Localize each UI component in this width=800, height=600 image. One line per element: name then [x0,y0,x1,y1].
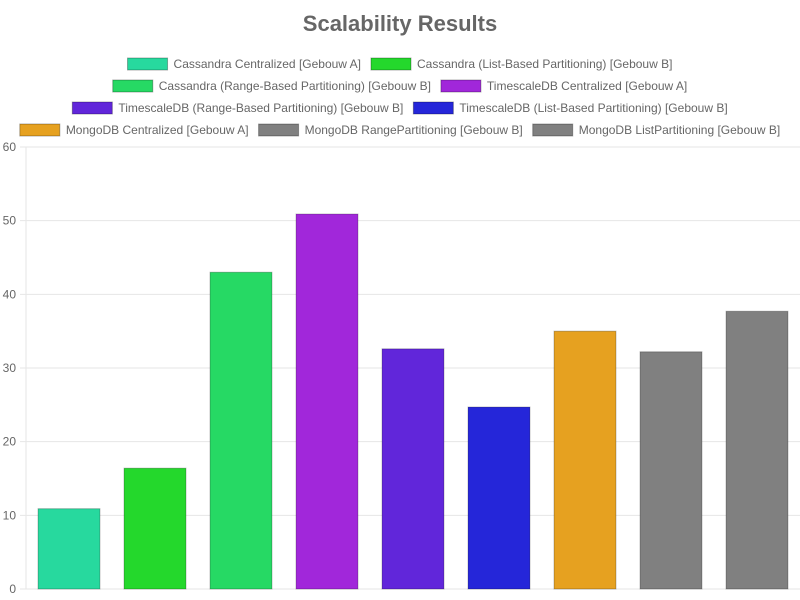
legend-swatch [532,123,574,137]
legend: Cassandra Centralized [Gebouw A] Cassandr… [19,57,780,137]
legend-swatch [258,123,300,137]
legend-label: TimescaleDB (List-Based Partitioning) [G… [459,101,727,115]
bar[interactable] [725,310,789,590]
legend-swatch [440,79,482,93]
y-tick-label: 30 [3,361,17,375]
legend-swatch [71,101,113,115]
legend-item[interactable]: Cassandra (List-Based Partitioning) [Geb… [370,57,672,71]
legend-swatch [412,101,454,115]
bar[interactable] [209,271,273,590]
legend-item[interactable]: MongoDB ListPartitioning [Gebouw B] [532,123,780,137]
y-tick-label: 40 [3,287,17,301]
legend-item[interactable]: Cassandra Centralized [Gebouw A] [127,57,361,71]
legend-swatch [370,57,412,71]
y-tick-label: 20 [3,435,17,449]
bar[interactable] [639,351,703,590]
legend-label: Cassandra (List-Based Partitioning) [Geb… [417,57,672,71]
legend-item[interactable]: TimescaleDB (List-Based Partitioning) [G… [412,101,728,115]
legend-label: Cassandra (Range-Based Partitioning) [Ge… [159,79,431,93]
legend-swatch [19,123,61,137]
bar[interactable] [381,348,445,590]
legend-label: MongoDB RangePartitioning [Gebouw B] [305,123,523,137]
y-tick-label: 50 [3,214,17,228]
y-tick-label: 10 [3,508,17,522]
legend-label: MongoDB ListPartitioning [Gebouw B] [579,123,780,137]
chart-title: Scalability Results [303,11,497,36]
legend-label: MongoDB Centralized [Gebouw A] [66,123,249,137]
legend-label: TimescaleDB (Range-Based Partitioning) [… [118,101,403,115]
legend-label: TimescaleDB Centralized [Gebouw A] [487,79,687,93]
legend-item[interactable]: TimescaleDB Centralized [Gebouw A] [440,79,687,93]
y-tick-label: 0 [9,582,16,596]
legend-item[interactable]: TimescaleDB (Range-Based Partitioning) [… [71,101,403,115]
y-axis: 0 10 20 30 40 50 60 [3,140,17,596]
bars [37,213,789,590]
bar[interactable] [37,508,101,590]
bar[interactable] [295,213,359,590]
bar[interactable] [123,467,187,590]
legend-item[interactable]: MongoDB RangePartitioning [Gebouw B] [258,123,523,137]
bar[interactable] [553,330,617,590]
bar[interactable] [467,406,531,590]
legend-item[interactable]: Cassandra (Range-Based Partitioning) [Ge… [112,79,431,93]
legend-item[interactable]: MongoDB Centralized [Gebouw A] [19,123,249,137]
y-tick-label: 60 [3,140,17,154]
legend-label: Cassandra Centralized [Gebouw A] [174,57,361,71]
legend-swatch [112,79,154,93]
legend-swatch [127,57,169,71]
